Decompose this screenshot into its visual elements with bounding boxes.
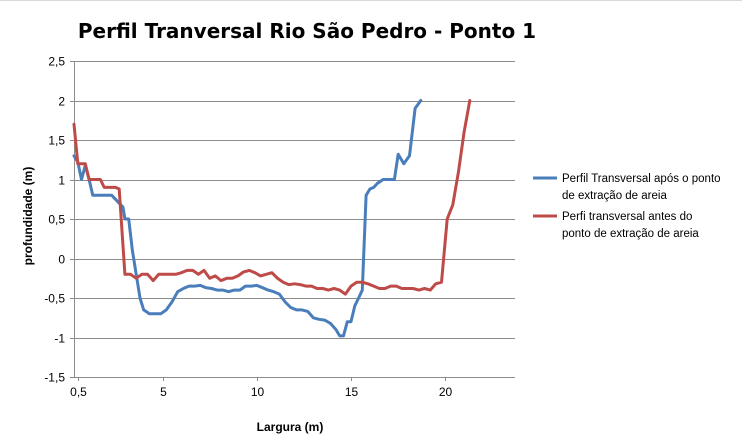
legend-label-1: Perfil Transversal após o ponto xyxy=(562,173,721,185)
y-axis-title: profundidade (m) xyxy=(21,167,35,266)
x-tick-label: 20 xyxy=(439,385,453,399)
x-tick-label: 10 xyxy=(251,385,265,399)
legend-label-2: ponto de extração de areia xyxy=(562,228,699,240)
x-axis-title: Largura (m) xyxy=(257,420,324,434)
x-tick-label: 0,5 xyxy=(70,385,87,399)
y-tick-label: 2,5 xyxy=(48,55,65,69)
y-tick-label: 2 xyxy=(58,95,65,109)
legend: Perfil Transversal após o ponto de extraç… xyxy=(533,173,721,240)
axes: 2,5 2 1,5 1 0,5 0 -0,5 -1 -1,5 0,5 5 10 15 20 xyxy=(44,55,515,399)
legend-label-1: de extração de areia xyxy=(562,190,667,202)
y-tick-label: -1,5 xyxy=(44,371,65,385)
series-line-2 xyxy=(72,99,472,296)
legend-label-2: Perfi transversal antes do xyxy=(562,211,692,223)
plot-area-series xyxy=(72,99,472,338)
x-tick-label: 15 xyxy=(345,385,359,399)
x-tick-label: 5 xyxy=(160,385,167,399)
y-tick-label: 1 xyxy=(58,174,65,188)
y-tick-label: -1 xyxy=(54,332,65,346)
y-tick-label: 0,5 xyxy=(48,213,65,227)
chart-title: Perfil Tranversal Rio São Pedro - Ponto … xyxy=(78,19,536,43)
series-line-1 xyxy=(72,99,423,338)
y-tick-label: 0 xyxy=(58,253,65,267)
y-tick-label: 1,5 xyxy=(48,134,65,148)
gridlines xyxy=(74,61,515,339)
y-tick-label: -0,5 xyxy=(44,292,65,306)
